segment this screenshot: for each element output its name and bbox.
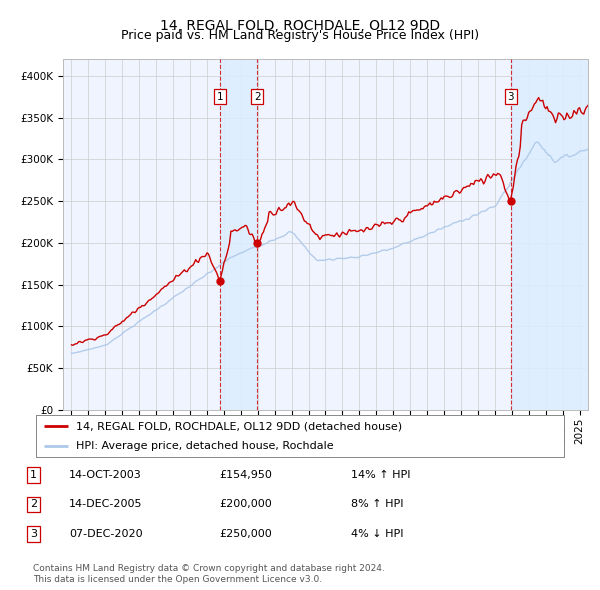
Text: 14, REGAL FOLD, ROCHDALE, OL12 9DD (detached house): 14, REGAL FOLD, ROCHDALE, OL12 9DD (deta…: [76, 421, 402, 431]
Text: 3: 3: [507, 91, 514, 101]
Text: £154,950: £154,950: [219, 470, 272, 480]
Text: 07-DEC-2020: 07-DEC-2020: [69, 529, 143, 539]
Text: 1: 1: [30, 470, 37, 480]
Text: 2: 2: [254, 91, 260, 101]
Text: Contains HM Land Registry data © Crown copyright and database right 2024.: Contains HM Land Registry data © Crown c…: [33, 565, 385, 573]
Text: 14-OCT-2003: 14-OCT-2003: [69, 470, 142, 480]
Bar: [511, 59, 590, 410]
Text: 1: 1: [217, 91, 224, 101]
Text: £200,000: £200,000: [219, 499, 272, 509]
Text: Price paid vs. HM Land Registry's House Price Index (HPI): Price paid vs. HM Land Registry's House …: [121, 30, 479, 42]
Text: 14, REGAL FOLD, ROCHDALE, OL12 9DD: 14, REGAL FOLD, ROCHDALE, OL12 9DD: [160, 19, 440, 33]
Text: HPI: Average price, detached house, Rochdale: HPI: Average price, detached house, Roch…: [76, 441, 333, 451]
Bar: [220, 59, 257, 410]
Text: 8% ↑ HPI: 8% ↑ HPI: [351, 499, 404, 509]
Text: 14% ↑ HPI: 14% ↑ HPI: [351, 470, 410, 480]
Text: This data is licensed under the Open Government Licence v3.0.: This data is licensed under the Open Gov…: [33, 575, 322, 584]
Text: 4% ↓ HPI: 4% ↓ HPI: [351, 529, 404, 539]
Text: £250,000: £250,000: [219, 529, 272, 539]
Text: 2: 2: [30, 499, 37, 509]
Text: 3: 3: [30, 529, 37, 539]
Text: 14-DEC-2005: 14-DEC-2005: [69, 499, 143, 509]
